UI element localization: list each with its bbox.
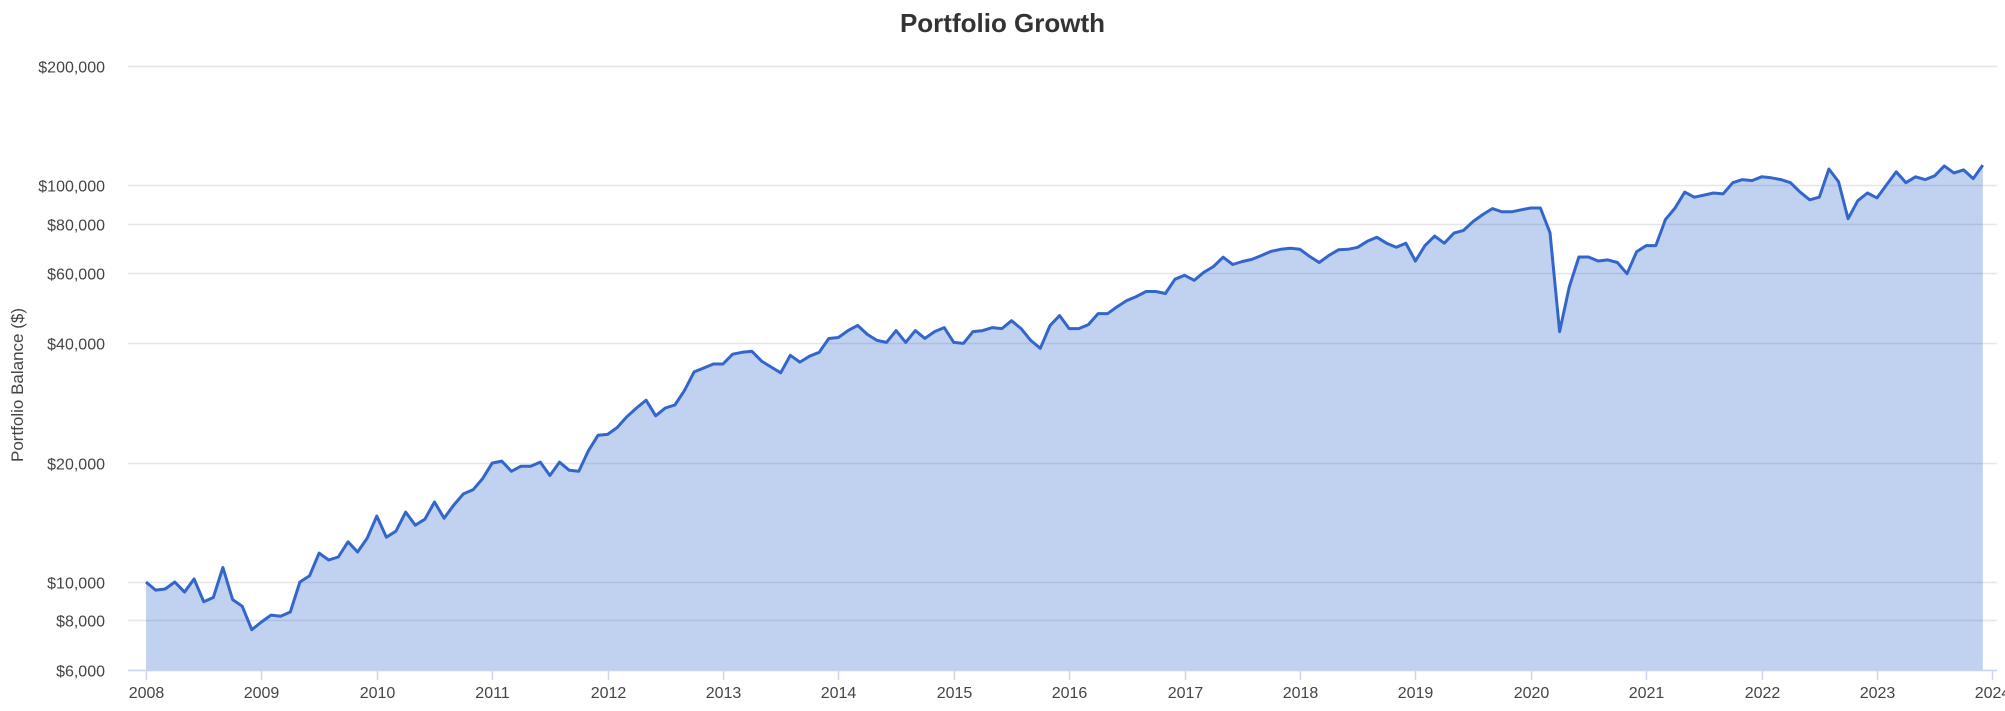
y-tick-label: $60,000 <box>47 267 105 284</box>
y-tick-label: $200,000 <box>38 60 105 77</box>
x-tick-label: 2020 <box>1514 685 1550 702</box>
area-fill <box>146 165 1983 670</box>
y-tick-label: $20,000 <box>47 457 105 474</box>
x-tick-label: 2021 <box>1629 685 1665 702</box>
x-tick-label: 2011 <box>475 685 510 702</box>
x-axis: 2008 2009 2010 2011 2012 2013 2014 2015 2016 2017… <box>128 669 2005 702</box>
x-tick-label: 2019 <box>1398 685 1434 702</box>
x-tick-label: 2009 <box>244 685 280 702</box>
x-tick-label: 2016 <box>1052 685 1088 702</box>
x-tick-label: 2024 <box>1975 685 2005 702</box>
x-tick-label: 2017 <box>1168 685 1204 702</box>
y-tick-label: $100,000 <box>38 179 105 196</box>
x-tick-label: 2012 <box>591 685 627 702</box>
y-tick-label: $10,000 <box>47 576 105 593</box>
x-tick-label: 2023 <box>1860 685 1896 702</box>
x-tick-label: 2013 <box>706 685 742 702</box>
y-tick-label: $40,000 <box>47 337 105 354</box>
y-tick-label: $6,000 <box>56 664 105 681</box>
x-tick-label: 2018 <box>1283 685 1319 702</box>
x-tick-label: 2014 <box>821 685 857 702</box>
y-tick-label: $80,000 <box>47 218 105 235</box>
x-tick-label: 2008 <box>129 685 165 702</box>
y-tick-label: $8,000 <box>56 614 105 631</box>
chart-title: Portfolio Growth <box>899 8 1106 38</box>
x-tick-label: 2015 <box>937 685 973 702</box>
series-line[interactable] <box>145 164 1985 632</box>
x-tick-label: 2022 <box>1745 685 1781 702</box>
x-tick-label: 2010 <box>360 685 396 702</box>
y-axis-ticks: $200,000 $100,000 $80,000 $60,000 $40,000 $20… <box>38 60 105 681</box>
